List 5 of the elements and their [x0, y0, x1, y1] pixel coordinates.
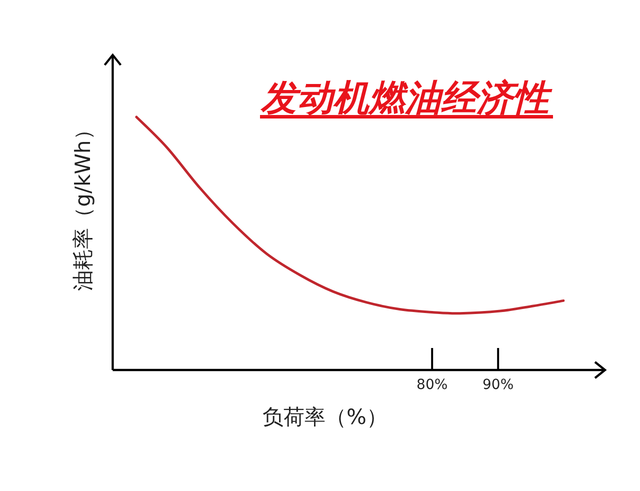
x-tick-label: 80%	[416, 377, 448, 393]
chart-title: 发动机燃油经济性	[260, 78, 553, 119]
x-tick-label: 90%	[482, 377, 514, 393]
y-axis-title: 油耗率（g/kWh）	[71, 119, 95, 291]
x-axis-title: 负荷率（%）	[262, 405, 388, 429]
